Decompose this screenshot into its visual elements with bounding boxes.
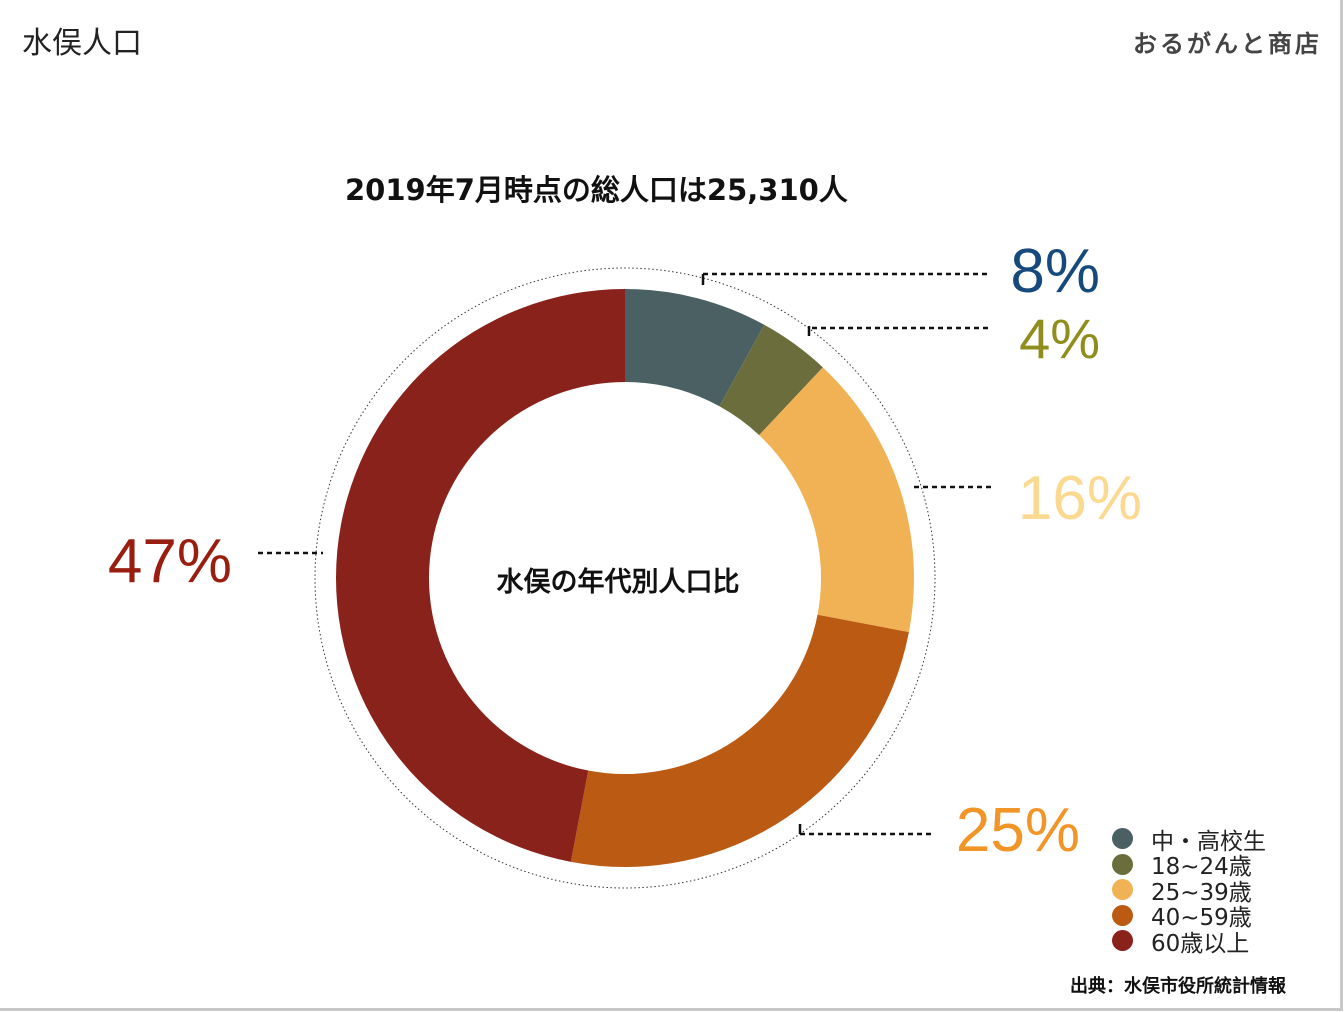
legend-swatch-18-24 bbox=[1112, 853, 1133, 875]
percent-label-middle-high-school: 8% bbox=[1010, 237, 1100, 306]
donut-center-label: 水俣の年代別人口比 bbox=[497, 566, 740, 598]
percent-label-40-59: 25% bbox=[956, 796, 1080, 865]
legend-swatch-60-plus bbox=[1112, 930, 1133, 952]
source-note: 出典：水俣市役所統計情報 bbox=[1070, 976, 1286, 997]
outer-guide-ring bbox=[314, 267, 936, 889]
legend-swatch-25-39 bbox=[1112, 879, 1133, 901]
slice-18-24 bbox=[719, 324, 823, 436]
slice-40-59 bbox=[570, 614, 909, 868]
percent-labels: 8%4% 16% 25% 47% bbox=[108, 237, 1142, 865]
percent-label-25-39: 16% bbox=[1018, 464, 1142, 533]
page-title: 水俣人口 bbox=[22, 26, 142, 61]
legend-swatch-40-59 bbox=[1112, 904, 1133, 926]
legend-item-25-39: 25~39歳 bbox=[1112, 877, 1266, 906]
brand-logo-text: おるがんと商店 bbox=[1133, 29, 1322, 58]
chart-legend: 中・高校生 18~24歳 25~39歳 40~59歳 60歳以上 bbox=[1112, 826, 1266, 957]
percent-label-18-24: 4% bbox=[1019, 307, 1100, 370]
legend-label-60-plus: 60歳以上 bbox=[1151, 930, 1250, 957]
legend-item-18-24: 18~24歳 bbox=[1112, 852, 1266, 880]
legend-item-40-59: 40~59歳 bbox=[1112, 903, 1266, 931]
legend-label-40-59: 40~59歳 bbox=[1151, 905, 1252, 932]
legend-item-middle-high-school: 中・高校生 bbox=[1112, 826, 1266, 855]
legend-label-middle-high-school: 中・高校生 bbox=[1151, 828, 1266, 855]
slice-60-plus bbox=[335, 289, 625, 862]
chart-title: 2019年7月時点の総人口は25,310人 bbox=[345, 173, 848, 207]
legend-item-60-plus: 60歳以上 bbox=[1112, 928, 1266, 957]
slice-middle-high-school bbox=[625, 289, 765, 407]
legend-label-18-24: 18~24歳 bbox=[1151, 854, 1252, 881]
donut-slices bbox=[335, 289, 914, 868]
legend-label-25-39: 25~39歳 bbox=[1151, 879, 1252, 906]
slice-25-39 bbox=[759, 367, 914, 633]
legend-swatch-middle-high-school bbox=[1112, 828, 1133, 850]
leader-lines bbox=[258, 272, 993, 836]
percent-label-60-plus: 47% bbox=[108, 527, 232, 596]
